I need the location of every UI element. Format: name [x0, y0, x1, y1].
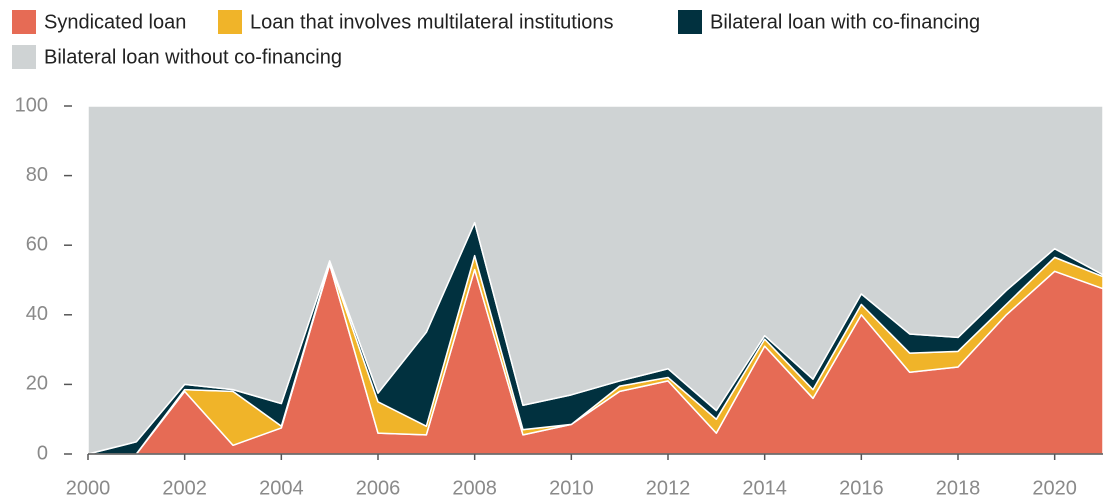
x-tick-label: 2018: [936, 477, 981, 499]
x-tick-label: 2016: [839, 477, 884, 499]
y-tick-label: 40: [26, 303, 48, 325]
legend-swatch: [12, 10, 36, 34]
x-tick-label: 2012: [646, 477, 691, 499]
y-tick-label: 100: [15, 94, 48, 116]
x-tick-label: 2010: [549, 477, 594, 499]
legend-label: Loan that involves multilateral institut…: [250, 11, 614, 33]
legend-label: Bilateral loan without co-financing: [44, 46, 342, 68]
legend-swatch: [12, 45, 36, 69]
legend-label: Syndicated loan: [44, 11, 186, 33]
legend-swatch: [218, 10, 242, 34]
legend-label: Bilateral loan with co-financing: [710, 11, 980, 33]
y-tick-label: 60: [26, 233, 48, 255]
y-tick-label: 20: [26, 373, 48, 395]
x-tick-label: 2020: [1032, 477, 1077, 499]
x-tick-label: 2014: [742, 477, 787, 499]
x-tick-label: 2008: [452, 477, 497, 499]
x-tick-label: 2002: [162, 477, 207, 499]
x-tick-label: 2004: [259, 477, 304, 499]
x-tick-label: 2006: [356, 477, 401, 499]
x-tick-label: 2000: [66, 477, 111, 499]
area: [87, 105, 1104, 455]
legend-swatch: [678, 10, 702, 34]
y-tick-label: 0: [37, 442, 48, 464]
y-tick-label: 80: [26, 164, 48, 186]
